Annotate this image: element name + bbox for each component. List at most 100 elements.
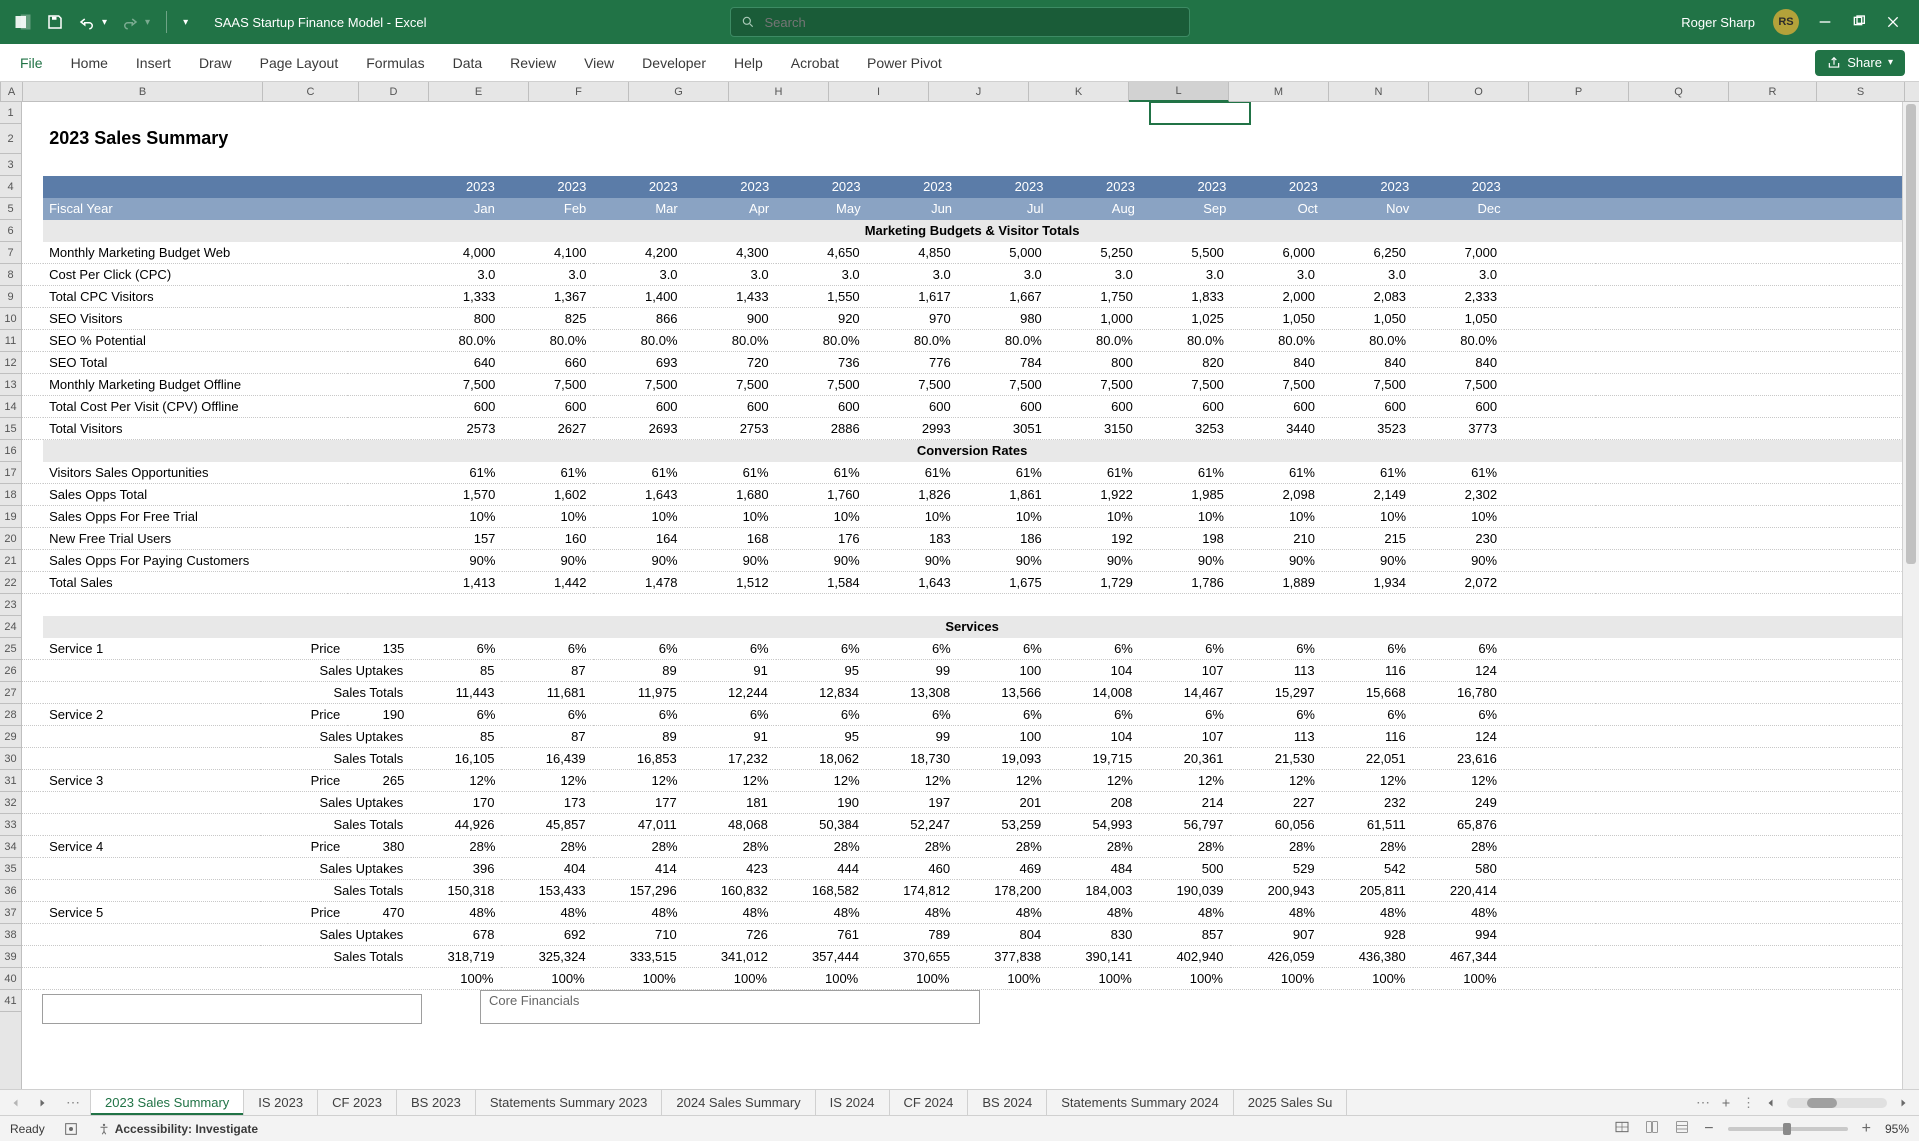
row-header-37[interactable]: 37 <box>0 902 21 924</box>
ribbon-tab-home[interactable]: Home <box>57 44 122 81</box>
row-header-15[interactable]: 15 <box>0 418 21 440</box>
maximize-icon[interactable] <box>1851 14 1867 30</box>
search-box[interactable] <box>730 7 1190 37</box>
sheet-tab-cf-2023[interactable]: CF 2023 <box>318 1090 397 1115</box>
row-header-32[interactable]: 32 <box>0 792 21 814</box>
row-header-36[interactable]: 36 <box>0 880 21 902</box>
sheet-tab-2023-sales-summary[interactable]: 2023 Sales Summary <box>91 1090 244 1115</box>
col-header-R[interactable]: R <box>1729 82 1817 101</box>
undo-dropdown-icon[interactable]: ▾ <box>102 17 107 28</box>
row-header-20[interactable]: 20 <box>0 528 21 550</box>
undo-icon[interactable] <box>78 13 96 31</box>
vertical-scrollbar[interactable] <box>1902 102 1919 1089</box>
col-header-A[interactable]: A <box>1 82 23 101</box>
sheet-tab-is-2023[interactable]: IS 2023 <box>244 1090 318 1115</box>
sheet-tab-2025-sales-su[interactable]: 2025 Sales Su <box>1234 1090 1348 1115</box>
col-header-P[interactable]: P <box>1529 82 1629 101</box>
row-header-6[interactable]: 6 <box>0 220 21 242</box>
col-header-G[interactable]: G <box>629 82 729 101</box>
row-header-23[interactable]: 23 <box>0 594 21 616</box>
horizontal-scrollbar-thumb[interactable] <box>1807 1098 1837 1108</box>
col-header-D[interactable]: D <box>359 82 429 101</box>
col-header-L[interactable]: L <box>1129 82 1229 102</box>
minimize-icon[interactable] <box>1817 14 1833 30</box>
view-normal-icon[interactable] <box>1614 1119 1630 1138</box>
col-header-T[interactable]: T <box>1905 82 1919 101</box>
hscroll-left-icon[interactable] <box>1765 1097 1777 1109</box>
sheet-tab-cf-2024[interactable]: CF 2024 <box>890 1090 969 1115</box>
sheet-nav-next-icon[interactable] <box>36 1097 48 1109</box>
zoom-in-icon[interactable]: + <box>1862 1120 1871 1138</box>
col-header-Q[interactable]: Q <box>1629 82 1729 101</box>
horizontal-scrollbar[interactable] <box>1787 1098 1887 1108</box>
ribbon-tab-draw[interactable]: Draw <box>185 44 246 81</box>
row-header-35[interactable]: 35 <box>0 858 21 880</box>
row-header-29[interactable]: 29 <box>0 726 21 748</box>
row-header-3[interactable]: 3 <box>0 154 21 176</box>
sheet-tab-2024-sales-summary[interactable]: 2024 Sales Summary <box>662 1090 815 1115</box>
row-header-31[interactable]: 31 <box>0 770 21 792</box>
col-header-I[interactable]: I <box>829 82 929 101</box>
col-header-N[interactable]: N <box>1329 82 1429 101</box>
col-header-F[interactable]: F <box>529 82 629 101</box>
ribbon-tab-data[interactable]: Data <box>439 44 497 81</box>
sheet-tab-statements-summary-2023[interactable]: Statements Summary 2023 <box>476 1090 663 1115</box>
row-header-1[interactable]: 1 <box>0 102 21 124</box>
cells-area[interactable]: 2023 Sales Summary2023202320232023202320… <box>22 102 1902 1089</box>
view-page-layout-icon[interactable] <box>1644 1119 1660 1138</box>
close-icon[interactable] <box>1885 14 1901 30</box>
redo-dropdown-icon[interactable]: ▾ <box>145 17 150 28</box>
row-header-40[interactable]: 40 <box>0 968 21 990</box>
row-header-16[interactable]: 16 <box>0 440 21 462</box>
ribbon-tab-help[interactable]: Help <box>720 44 777 81</box>
user-name[interactable]: Roger Sharp <box>1681 15 1755 30</box>
zoom-out-icon[interactable]: − <box>1704 1120 1713 1138</box>
ribbon-tab-acrobat[interactable]: Acrobat <box>777 44 853 81</box>
sheet-tab-is-2024[interactable]: IS 2024 <box>816 1090 890 1115</box>
row-header-17[interactable]: 17 <box>0 462 21 484</box>
row-header-14[interactable]: 14 <box>0 396 21 418</box>
ribbon-tab-insert[interactable]: Insert <box>122 44 185 81</box>
row-header-8[interactable]: 8 <box>0 264 21 286</box>
accessibility-status[interactable]: Accessibility: Investigate <box>97 1122 258 1136</box>
row-header-30[interactable]: 30 <box>0 748 21 770</box>
row-header-28[interactable]: 28 <box>0 704 21 726</box>
col-header-B[interactable]: B <box>23 82 263 101</box>
row-header-7[interactable]: 7 <box>0 242 21 264</box>
col-header-H[interactable]: H <box>729 82 829 101</box>
view-page-break-icon[interactable] <box>1674 1119 1690 1138</box>
col-header-S[interactable]: S <box>1817 82 1905 101</box>
row-header-26[interactable]: 26 <box>0 660 21 682</box>
row-header-34[interactable]: 34 <box>0 836 21 858</box>
zoom-slider[interactable] <box>1728 1127 1848 1131</box>
row-header-25[interactable]: 25 <box>0 638 21 660</box>
col-header-O[interactable]: O <box>1429 82 1529 101</box>
row-header-19[interactable]: 19 <box>0 506 21 528</box>
active-cell[interactable] <box>1150 102 1250 124</box>
row-header-27[interactable]: 27 <box>0 682 21 704</box>
row-header-21[interactable]: 21 <box>0 550 21 572</box>
ribbon-tab-review[interactable]: Review <box>496 44 570 81</box>
ribbon-tab-power-pivot[interactable]: Power Pivot <box>853 44 956 81</box>
col-header-C[interactable]: C <box>263 82 359 101</box>
save-icon[interactable] <box>46 13 64 31</box>
hscroll-right-icon[interactable] <box>1897 1097 1909 1109</box>
row-header-12[interactable]: 12 <box>0 352 21 374</box>
row-header-39[interactable]: 39 <box>0 946 21 968</box>
row-header-13[interactable]: 13 <box>0 374 21 396</box>
col-header-E[interactable]: E <box>429 82 529 101</box>
row-header-24[interactable]: 24 <box>0 616 21 638</box>
ribbon-tab-file[interactable]: File <box>6 44 57 81</box>
shape-box[interactable] <box>42 994 422 1024</box>
col-header-K[interactable]: K <box>1029 82 1129 101</box>
row-header-4[interactable]: 4 <box>0 176 21 198</box>
ribbon-tab-developer[interactable]: Developer <box>628 44 720 81</box>
sheet-tab-bs-2023[interactable]: BS 2023 <box>397 1090 476 1115</box>
row-header-33[interactable]: 33 <box>0 814 21 836</box>
select-all-corner[interactable] <box>0 82 1 101</box>
vertical-scrollbar-thumb[interactable] <box>1906 104 1916 564</box>
col-header-M[interactable]: M <box>1229 82 1329 101</box>
search-input[interactable] <box>765 15 1179 30</box>
shape-core-financials[interactable]: Core Financials <box>480 990 980 1024</box>
sheet-tab-bs-2024[interactable]: BS 2024 <box>968 1090 1047 1115</box>
